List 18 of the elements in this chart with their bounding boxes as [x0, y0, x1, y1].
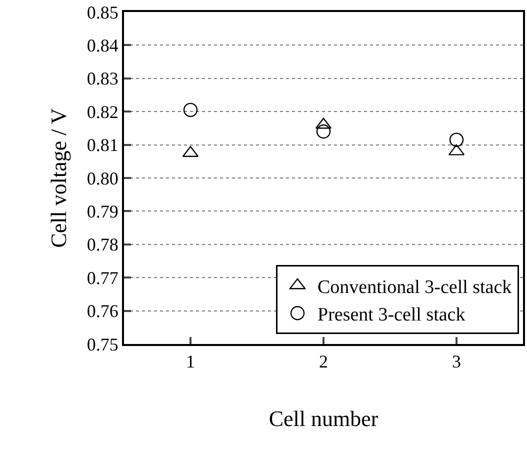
y-tick-label: 0.80	[86, 168, 118, 188]
y-tick-label: 0.83	[86, 68, 118, 89]
x-tick-label: 3	[452, 352, 461, 372]
legend-label: Present 3-cell stack	[318, 304, 466, 326]
y-axis-title: Cell voltage / V	[46, 108, 72, 248]
x-axis-title: Cell number	[268, 406, 379, 431]
y-tick-label: 0.75	[86, 334, 118, 354]
y-tick-label: 0.77	[86, 268, 118, 288]
y-tick-label: 0.76	[86, 301, 118, 322]
y-tick-label: 0.84	[86, 36, 118, 56]
y-tick-label: 0.82	[86, 102, 118, 122]
y-tick-label: 0.81	[86, 135, 118, 156]
y-tick-label: 0.85	[86, 2, 118, 22]
x-tick-label: 1	[186, 352, 195, 372]
legend-label: Conventional 3-cell stack	[318, 276, 512, 298]
y-tick-label: 0.79	[86, 202, 118, 222]
y-tick-label: 0.78	[86, 234, 118, 255]
x-tick-label: 2	[319, 352, 328, 372]
